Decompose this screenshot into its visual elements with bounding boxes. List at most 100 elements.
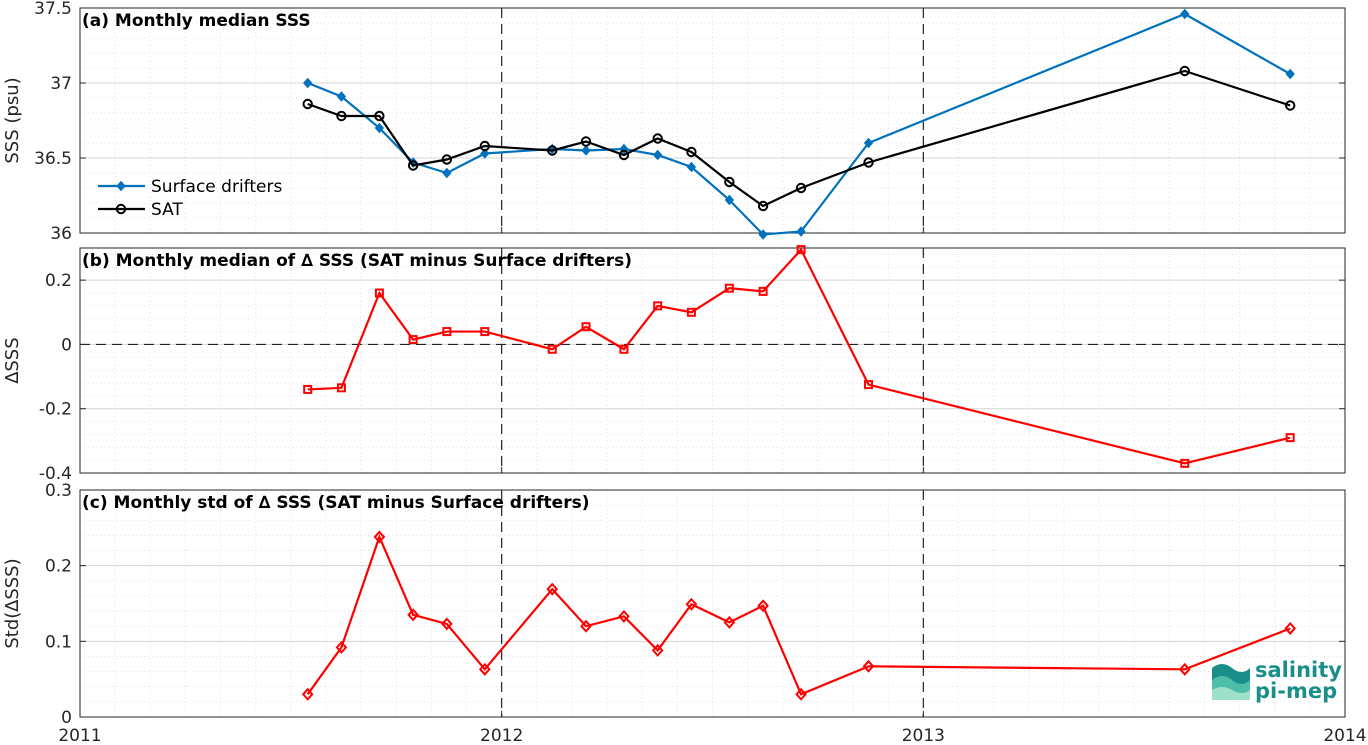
panel-3: 0 0.1 0.2 0.3 2011 2012 2013 2014 Std(∆SSS) (c) M… <box>2 481 1367 745</box>
data-point <box>479 140 490 152</box>
ytick-label: -0.2 <box>39 400 72 420</box>
data-point <box>862 659 875 673</box>
data-point <box>303 384 313 394</box>
xtick-label: 2011 <box>58 726 101 745</box>
series-line <box>307 69 1291 208</box>
data-point <box>336 383 346 393</box>
data-point <box>302 98 313 110</box>
data-point <box>442 167 452 179</box>
data-point <box>580 136 592 147</box>
data-point <box>374 288 384 298</box>
logo-line1: salinity <box>1255 658 1342 682</box>
data-point <box>757 200 769 212</box>
data-point <box>407 160 419 171</box>
data-point <box>863 137 874 149</box>
legend-marker <box>115 203 127 215</box>
data-point <box>652 133 663 144</box>
data-point <box>441 154 453 165</box>
data-point <box>1179 65 1190 77</box>
data-point <box>1178 662 1191 676</box>
data-point <box>546 582 559 596</box>
data-point <box>480 148 490 159</box>
xtick-label: 2014 <box>1323 726 1366 745</box>
data-point <box>303 77 313 89</box>
legend-marker <box>116 180 126 192</box>
panel-1: 36 36.5 37 37.5 SSS (psu) (a) Monthly median … <box>2 0 1346 244</box>
data-point <box>478 662 491 676</box>
data-point <box>724 283 734 293</box>
data-point <box>336 91 347 102</box>
data-point <box>581 145 591 156</box>
data-point <box>795 182 807 194</box>
ytick-label: 0 <box>61 708 72 728</box>
data-point <box>442 327 452 337</box>
data-point <box>373 530 386 544</box>
legend-entry: Surface drifters <box>151 177 282 197</box>
axes-frame <box>79 489 1346 718</box>
y-axis-label: ∆SSS <box>2 337 23 384</box>
data-point <box>336 110 347 122</box>
data-point <box>618 609 630 623</box>
data-point <box>686 146 697 158</box>
data-point <box>795 687 807 701</box>
ytick-label: -0.4 <box>39 464 72 484</box>
data-point <box>724 194 735 206</box>
data-point <box>335 640 348 654</box>
y-axis-label: Std(∆SSS) <box>2 558 23 648</box>
data-point <box>796 226 806 237</box>
data-point <box>547 344 557 354</box>
ytick-label: 37.5 <box>34 0 72 19</box>
data-point <box>619 344 629 354</box>
data-point <box>408 335 418 345</box>
axes-frame <box>79 247 1346 474</box>
series-line <box>307 12 1291 236</box>
data-point <box>686 307 696 317</box>
data-point <box>757 599 769 613</box>
data-point <box>653 301 663 311</box>
data-point <box>723 615 736 629</box>
panel-title: (b) Monthly median of ∆ SSS (SAT minus S… <box>82 251 632 271</box>
ytick-label: 0.1 <box>45 632 72 652</box>
ytick-label: 0.2 <box>45 557 72 577</box>
data-point <box>1180 458 1190 468</box>
data-point <box>618 149 630 161</box>
data-point <box>581 322 591 332</box>
data-point <box>864 380 874 390</box>
series-line <box>307 247 1291 465</box>
data-point <box>863 157 874 168</box>
data-point <box>374 110 385 122</box>
legend-entry: SAT <box>151 200 183 220</box>
data-point <box>1180 8 1190 20</box>
data-point <box>301 687 314 701</box>
data-point <box>1285 433 1295 443</box>
panel-title: (c) Monthly std of ∆ SSS (SAT minus Surf… <box>82 493 589 513</box>
ytick-label: 0 <box>61 335 72 355</box>
data-point <box>796 245 806 255</box>
ytick-label: 36.5 <box>34 149 72 169</box>
ytick-label: 0.2 <box>45 271 72 291</box>
data-point <box>653 149 663 161</box>
xtick-label: 2013 <box>902 726 945 745</box>
ytick-label: 36 <box>50 224 72 244</box>
data-point <box>724 176 735 188</box>
data-point <box>685 597 698 611</box>
axes-frame <box>79 7 1346 234</box>
data-point <box>580 619 592 633</box>
data-point <box>686 161 697 173</box>
legend: Surface drifters SAT <box>98 177 282 220</box>
panel-2: -0.4 -0.2 0 0.2 ∆SSS (b) Monthly median of ∆ … <box>2 245 1346 484</box>
data-point <box>758 229 768 240</box>
logo-waves-icon <box>1212 664 1250 700</box>
data-point <box>407 608 419 622</box>
data-point <box>1284 100 1296 111</box>
series-line <box>306 533 1291 696</box>
y-axis-label: SSS (psu) <box>2 77 23 163</box>
ytick-label: 0.3 <box>45 481 72 501</box>
xtick-label: 2012 <box>480 726 523 745</box>
data-point <box>547 145 558 156</box>
data-point <box>1285 68 1295 80</box>
data-point <box>480 327 490 337</box>
data-point <box>758 286 768 296</box>
logo-line2: pi-mep <box>1255 679 1337 703</box>
